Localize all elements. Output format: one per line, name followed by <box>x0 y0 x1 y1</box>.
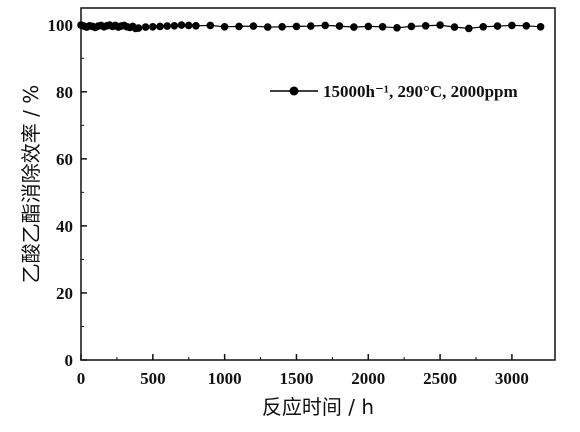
data-point <box>350 23 358 31</box>
data-point <box>278 23 286 31</box>
y-axis-title: 乙酸乙酯消除效率 / % <box>19 85 43 283</box>
data-point <box>192 22 200 30</box>
y-tick-label: 100 <box>48 16 74 35</box>
x-tick-label: 2500 <box>423 369 457 388</box>
data-point <box>321 21 330 30</box>
data-point <box>465 24 473 33</box>
x-tick-label: 3000 <box>495 369 529 388</box>
x-tick-label: 0 <box>77 369 86 388</box>
y-tick-label: 40 <box>56 217 73 236</box>
data-point <box>177 21 186 29</box>
data-point <box>249 22 258 30</box>
x-tick-label: 1500 <box>279 369 313 388</box>
legend-marker <box>289 86 299 96</box>
x-tick-label: 1000 <box>208 369 242 388</box>
x-tick-label: 2000 <box>351 369 385 388</box>
data-point <box>292 22 301 31</box>
data-point <box>378 23 387 31</box>
data-point <box>407 22 416 31</box>
data-point <box>493 22 502 30</box>
x-tick-label: 500 <box>140 369 166 388</box>
x-axis-ticks: 0 500 1000 1500 2000 2500 3000 <box>77 354 529 388</box>
y-tick-label: 60 <box>56 150 73 169</box>
data-point <box>522 22 531 30</box>
data-point <box>335 22 344 30</box>
data-point <box>536 23 545 31</box>
plot-frame <box>80 7 556 361</box>
data-point <box>421 22 430 30</box>
legend: 15000h⁻¹, 290°C, 2000ppm <box>270 82 518 101</box>
y-tick-label: 0 <box>65 351 74 370</box>
series-layer <box>77 21 545 33</box>
data-point <box>220 23 229 31</box>
data-point <box>508 21 516 30</box>
data-point <box>141 23 150 31</box>
data-point <box>393 24 401 32</box>
data-point <box>436 21 444 29</box>
data-point <box>307 22 315 30</box>
data-point <box>235 22 243 31</box>
data-point <box>479 23 488 31</box>
data-point <box>170 22 179 30</box>
data-point <box>134 24 143 32</box>
y-tick-label: 80 <box>56 83 73 102</box>
data-point <box>149 23 157 31</box>
data-point <box>184 21 193 30</box>
x-axis-title: 反应时间 / h <box>262 395 374 419</box>
y-axis-ticks: 0 20 40 60 80 100 <box>48 16 87 370</box>
data-point <box>450 23 459 31</box>
data-point <box>364 22 373 31</box>
data-point <box>163 22 171 30</box>
data-point <box>263 23 272 31</box>
data-point <box>206 21 215 30</box>
data-point <box>156 22 164 31</box>
legend-label: 15000h⁻¹, 290°C, 2000ppm <box>323 82 518 101</box>
y-tick-label: 20 <box>56 284 73 303</box>
